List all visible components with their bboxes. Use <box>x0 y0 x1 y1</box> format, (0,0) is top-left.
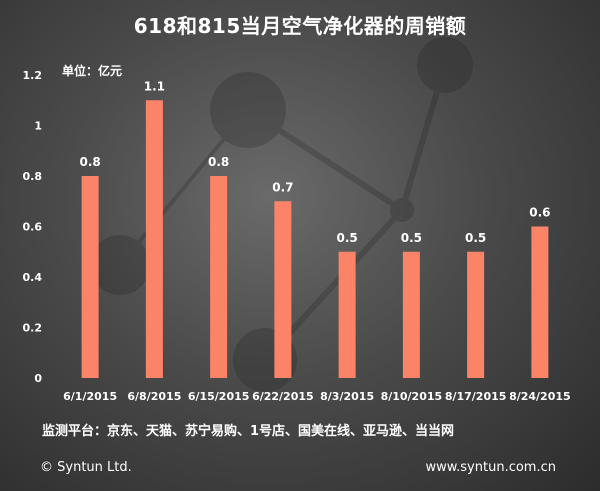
data-label: 0.8 <box>208 155 229 169</box>
x-axis-ticks: 6/1/2015 6/8/2015 6/15/2015 6/22/2015 8/3/20… <box>63 390 571 403</box>
x-tick-label: 6/8/2015 <box>127 390 181 403</box>
data-label: 0.7 <box>272 180 293 194</box>
bar <box>338 251 356 378</box>
x-tick-label: 8/10/2015 <box>381 390 443 403</box>
monitoring-platforms: 监测平台：京东、天猫、苏宁易购、1号店、国美在线、亚马逊、当当网 <box>42 424 455 439</box>
decorative-molecule-background <box>90 37 473 392</box>
bar <box>145 100 163 378</box>
chart-title: 618和815当月空气净化器的周销额 <box>133 14 467 38</box>
bar <box>81 176 99 378</box>
bar <box>467 251 485 378</box>
data-labels: 0.8 1.1 0.8 0.7 0.5 0.5 0.5 0.6 <box>79 79 550 245</box>
bar <box>210 176 228 378</box>
y-axis-ticks: 0 0.2 0.4 0.6 0.8 1 1.2 <box>23 69 43 385</box>
data-label: 0.5 <box>336 231 357 245</box>
unit-label: 单位：亿元 <box>62 64 123 78</box>
y-tick-label: 0.6 <box>23 221 43 234</box>
y-tick-label: 0 <box>34 372 42 385</box>
bar <box>402 251 420 378</box>
data-label: 0.5 <box>401 231 422 245</box>
y-tick-label: 1 <box>34 120 42 133</box>
x-tick-label: 8/17/2015 <box>445 390 507 403</box>
y-tick-label: 0.2 <box>23 322 43 335</box>
x-tick-label: 8/3/2015 <box>320 390 374 403</box>
data-label: 1.1 <box>144 79 165 93</box>
website-link[interactable]: www.syntun.com.cn <box>425 460 556 475</box>
data-label: 0.5 <box>465 231 486 245</box>
data-label: 0.6 <box>529 206 550 220</box>
x-tick-label: 6/1/2015 <box>63 390 117 403</box>
copyright-text: © Syntun Ltd. <box>40 460 132 475</box>
y-tick-label: 0.4 <box>23 271 43 284</box>
bars <box>81 100 549 378</box>
x-tick-label: 8/24/2015 <box>509 390 571 403</box>
y-tick-label: 0.8 <box>23 170 43 183</box>
y-tick-label: 1.2 <box>23 69 43 82</box>
bar <box>274 201 292 378</box>
data-label: 0.8 <box>79 155 100 169</box>
x-tick-label: 6/22/2015 <box>252 390 314 403</box>
x-tick-label: 6/15/2015 <box>188 390 250 403</box>
bar <box>531 226 549 378</box>
